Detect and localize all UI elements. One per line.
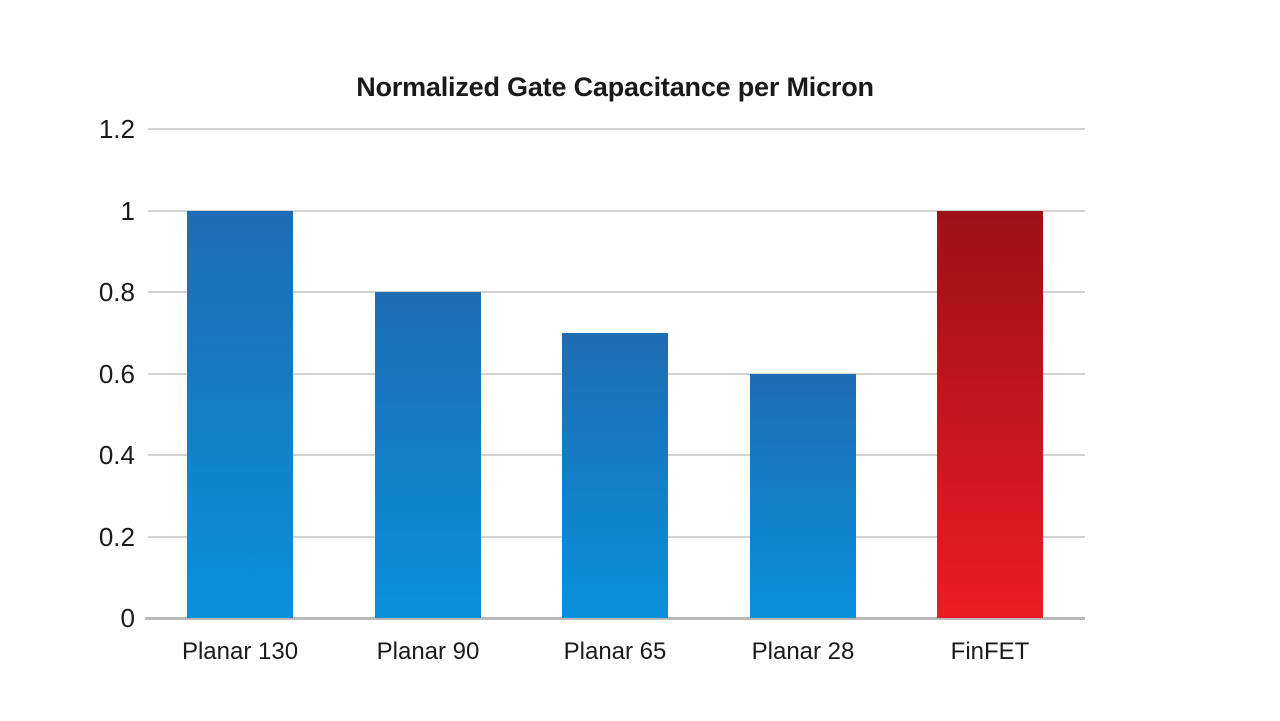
x-axis-baseline — [145, 617, 1085, 620]
chart-title: Normalized Gate Capacitance per Micron — [356, 72, 874, 102]
plot-area — [145, 128, 1085, 620]
y-tick-label: 0.6 — [98, 358, 135, 389]
y-tick-label: 0.2 — [98, 521, 135, 552]
y-tick-label: 1.2 — [98, 114, 135, 144]
gridline — [148, 128, 1085, 130]
x-axis: Planar 130 Planar 90 Planar 65 Planar 28 Fin… — [145, 637, 1085, 677]
bar-planar-28 — [750, 373, 856, 618]
x-tick-label-planar-65: Planar 65 — [563, 638, 667, 665]
y-axis: 0 0.2 0.4 0.6 0.8 1 1.2 — [0, 116, 135, 631]
x-tick-label-planar-130: Planar 130 — [181, 638, 299, 665]
x-tick-label-finfet: FinFET — [950, 638, 1030, 665]
x-tick-label-planar-90: Planar 90 — [376, 638, 480, 665]
y-tick-label: 0 — [120, 603, 135, 633]
bar-planar-130 — [187, 210, 293, 618]
bar-planar-65 — [562, 332, 668, 618]
y-tick-label: 0.4 — [98, 440, 135, 470]
bar-finfet — [937, 210, 1043, 618]
bar-planar-90 — [375, 292, 481, 618]
gridline — [148, 209, 1085, 212]
y-tick-label: 0.8 — [98, 277, 135, 307]
y-tick-label: 1 — [120, 195, 135, 226]
x-tick-label-planar-28: Planar 28 — [751, 638, 855, 665]
gridline — [148, 291, 1085, 293]
